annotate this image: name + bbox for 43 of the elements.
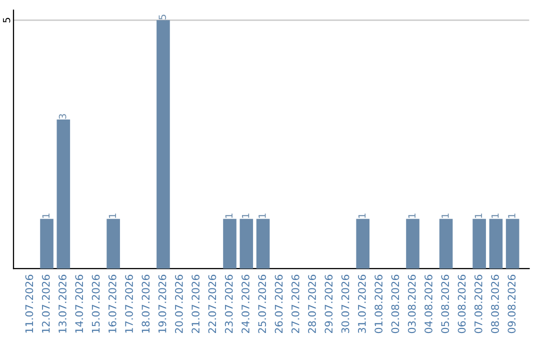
x-tick-label: 23.07.2026 <box>224 274 233 334</box>
x-tick-label: 12.07.2026 <box>42 274 50 333</box>
x-tick-label: 31.07.2026 <box>358 274 366 334</box>
x-tick-label: 22.07.2026 <box>208 274 216 334</box>
x-tick-label: 04.08.2026 <box>424 274 432 334</box>
x-tick-label: 08.08.2026 <box>491 274 499 334</box>
x-tick-label: 21.07.2026 <box>192 274 200 334</box>
data-label: 1 <box>408 214 416 218</box>
x-tick-label: 28.07.2026 <box>308 274 316 334</box>
data-label: 1 <box>492 214 499 218</box>
x-tick-label: 14.07.2026 <box>75 274 84 333</box>
x-tick-label: 19.07.2026 <box>158 274 166 333</box>
x-tick-label: 24.07.2026 <box>242 274 250 334</box>
x-tick-label: 09.08.2026 <box>508 274 516 334</box>
data-label: 1 <box>474 214 482 218</box>
data-label: 1 <box>225 214 232 218</box>
x-tick-label: 18.07.2026 <box>142 274 150 333</box>
x-tick-label: 25.07.2026 <box>258 274 266 334</box>
data-label: 1 <box>108 214 116 218</box>
x-tick-label: 11.07.2026 <box>25 274 34 333</box>
x-tick-label: 15.07.2026 <box>92 274 100 333</box>
x-tick-label: 01.08.2026 <box>374 274 383 334</box>
x-tick-label: 20.07.2026 <box>175 274 183 334</box>
x-tick-label: 29.07.2026 <box>324 274 333 334</box>
x-tick-label: 27.07.2026 <box>291 274 300 334</box>
data-label: 3 <box>58 114 66 119</box>
data-label: 1 <box>442 214 449 218</box>
x-tick-label: 03.08.2026 <box>408 274 416 334</box>
data-label: 1 <box>358 214 366 218</box>
x-tick-label: 06.08.2026 <box>458 274 466 334</box>
data-label: 1 <box>258 214 266 218</box>
x-tick-label: 26.07.2026 <box>274 274 283 334</box>
x-tick-label: 05.08.2026 <box>441 274 450 334</box>
x-tick-label: 17.07.2026 <box>125 274 133 333</box>
x-tick-label: 16.07.2026 <box>108 274 116 333</box>
data-label: 1 <box>42 214 50 218</box>
x-tick-label: 13.07.2026 <box>58 274 66 333</box>
x-tick-label: 07.08.2026 <box>474 274 482 334</box>
x-tick-label: 30.07.2026 <box>341 274 350 334</box>
x-tick-label: 02.08.2026 <box>391 274 400 334</box>
data-label: 5 <box>158 14 166 20</box>
data-label: 1 <box>508 214 516 218</box>
data-label: 1 <box>242 214 250 218</box>
